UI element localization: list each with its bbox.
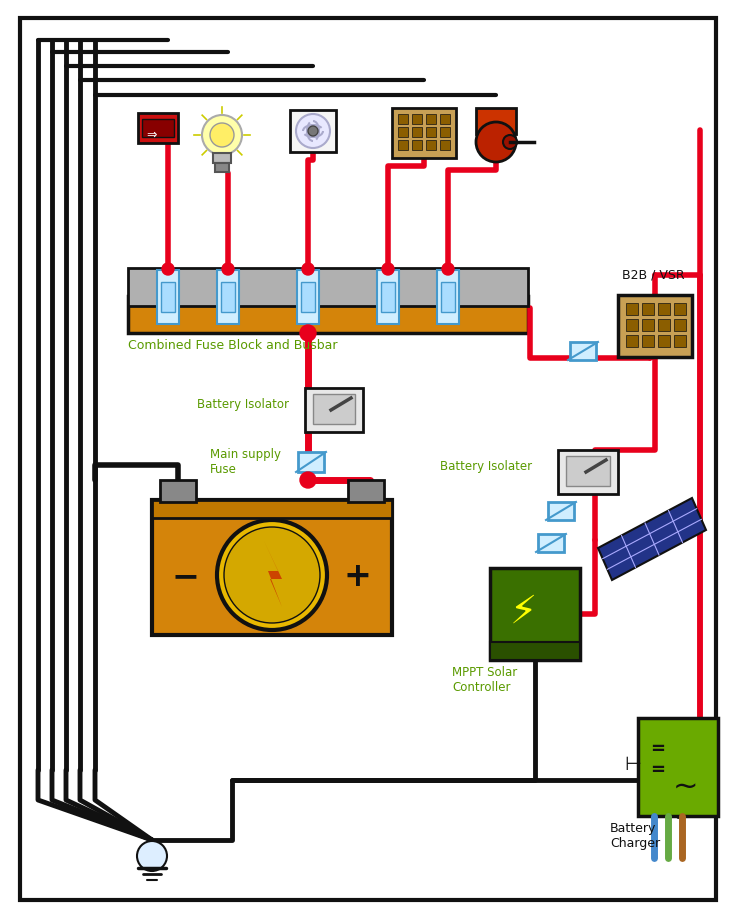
Circle shape xyxy=(224,527,320,623)
Text: =
=: = = xyxy=(650,740,665,778)
Text: ~: ~ xyxy=(673,773,698,802)
Circle shape xyxy=(503,135,517,149)
Bar xyxy=(674,319,686,331)
Text: Battery Isolator: Battery Isolator xyxy=(197,398,289,411)
Bar xyxy=(221,282,235,312)
Bar xyxy=(440,140,450,150)
Bar xyxy=(160,480,196,502)
Circle shape xyxy=(476,122,516,162)
Bar xyxy=(626,335,638,347)
Bar xyxy=(618,295,692,357)
Bar xyxy=(301,282,315,312)
Circle shape xyxy=(308,126,318,136)
Text: Combined Fuse Block and Busbar: Combined Fuse Block and Busbar xyxy=(128,339,337,352)
Text: Battery
Charger: Battery Charger xyxy=(610,822,660,850)
Text: ⊢: ⊢ xyxy=(624,754,641,774)
Bar xyxy=(437,270,459,324)
Bar xyxy=(441,282,455,312)
Text: B2B / VSR: B2B / VSR xyxy=(622,268,684,281)
Circle shape xyxy=(302,263,314,275)
Bar xyxy=(398,114,408,124)
Bar xyxy=(440,114,450,124)
Bar xyxy=(381,282,395,312)
Bar xyxy=(398,140,408,150)
Bar xyxy=(412,127,422,137)
Circle shape xyxy=(300,472,316,488)
Text: MPPT Solar
Controller: MPPT Solar Controller xyxy=(452,666,517,694)
Bar xyxy=(377,270,399,324)
Bar xyxy=(426,114,436,124)
Circle shape xyxy=(162,263,174,275)
Bar xyxy=(138,113,178,143)
Bar xyxy=(215,163,229,172)
Bar xyxy=(490,568,580,660)
Circle shape xyxy=(382,263,394,275)
Bar xyxy=(290,110,336,152)
Circle shape xyxy=(137,841,167,871)
Polygon shape xyxy=(264,541,282,607)
Text: Main supply
Fuse: Main supply Fuse xyxy=(210,448,281,476)
Bar xyxy=(658,335,670,347)
Bar xyxy=(305,388,363,432)
Bar xyxy=(392,108,456,158)
Bar xyxy=(658,319,670,331)
Circle shape xyxy=(296,114,330,148)
Bar xyxy=(548,502,574,520)
Text: −: − xyxy=(172,560,200,593)
Bar xyxy=(412,140,422,150)
Bar xyxy=(152,500,392,518)
Bar xyxy=(570,342,596,360)
Bar xyxy=(426,127,436,137)
Bar xyxy=(538,534,564,552)
Circle shape xyxy=(217,520,327,630)
Bar xyxy=(566,456,610,486)
Text: +: + xyxy=(344,560,372,593)
Bar xyxy=(558,450,618,494)
Bar xyxy=(642,303,654,315)
Bar xyxy=(398,127,408,137)
Bar xyxy=(674,303,686,315)
Bar xyxy=(142,119,174,137)
Bar xyxy=(298,452,324,472)
Polygon shape xyxy=(598,498,706,580)
Circle shape xyxy=(442,263,454,275)
Bar xyxy=(426,140,436,150)
Bar xyxy=(658,303,670,315)
Circle shape xyxy=(222,263,234,275)
Bar xyxy=(213,153,231,163)
Bar xyxy=(128,268,528,306)
Bar xyxy=(626,319,638,331)
Bar xyxy=(217,270,239,324)
Bar xyxy=(674,335,686,347)
Bar xyxy=(440,127,450,137)
Bar xyxy=(128,296,528,333)
Text: ⚡: ⚡ xyxy=(510,593,537,631)
Circle shape xyxy=(300,325,316,341)
Bar xyxy=(476,108,516,134)
Bar xyxy=(297,270,319,324)
Bar xyxy=(638,718,718,816)
Bar xyxy=(490,642,580,660)
Text: Battery Isolater: Battery Isolater xyxy=(440,460,532,473)
Text: ⇒: ⇒ xyxy=(146,129,157,142)
Bar xyxy=(412,114,422,124)
Bar xyxy=(161,282,175,312)
Bar xyxy=(348,480,384,502)
Bar xyxy=(626,303,638,315)
Circle shape xyxy=(202,115,242,155)
Bar xyxy=(642,335,654,347)
Bar xyxy=(157,270,179,324)
Bar xyxy=(313,394,355,424)
Bar xyxy=(152,500,392,635)
Bar xyxy=(642,319,654,331)
Circle shape xyxy=(210,123,234,147)
